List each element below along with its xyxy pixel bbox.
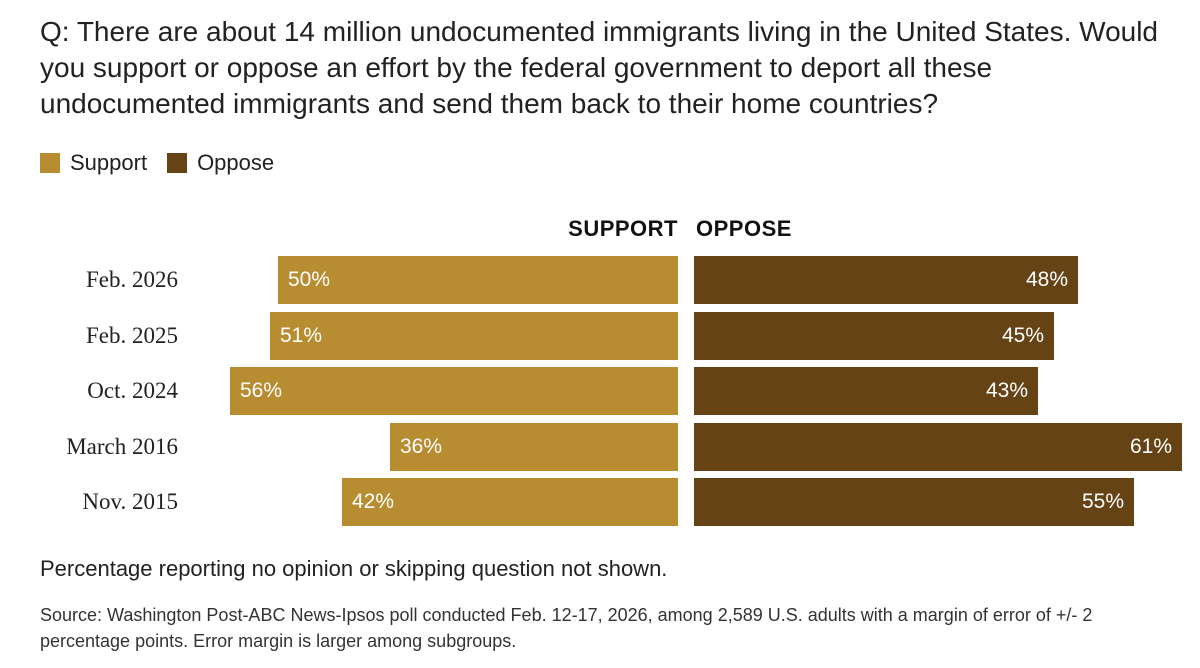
chart-source: Source: Washington Post-ABC News-Ipsos p… bbox=[40, 605, 1093, 651]
support-value-label: 36% bbox=[400, 435, 443, 458]
chart-question: Q: There are about 14 million undocument… bbox=[40, 16, 1159, 119]
oppose-bar: 43% bbox=[694, 367, 1038, 415]
support-bar: 42% bbox=[342, 478, 678, 526]
support-value-label: 42% bbox=[352, 490, 395, 513]
row-label: Feb. 2026 bbox=[86, 267, 178, 292]
support-value-label: 56% bbox=[240, 379, 283, 402]
legend-item-support: Support bbox=[40, 150, 147, 176]
oppose-bar: 61% bbox=[694, 423, 1182, 471]
legend-item-oppose: Oppose bbox=[167, 150, 274, 176]
legend-swatch-oppose bbox=[167, 153, 188, 173]
support-bar: 36% bbox=[390, 423, 678, 471]
oppose-value-label: 48% bbox=[1025, 268, 1068, 291]
row-label: Feb. 2025 bbox=[86, 323, 178, 348]
legend-swatch-support bbox=[40, 153, 60, 173]
oppose-value-label: 43% bbox=[985, 379, 1028, 402]
legend: Support Oppose bbox=[40, 150, 294, 176]
legend-label-support: Support bbox=[70, 150, 148, 175]
row-label: Oct. 2024 bbox=[87, 378, 178, 403]
oppose-bar: 45% bbox=[694, 312, 1054, 360]
column-header-oppose: OPPOSE bbox=[696, 216, 792, 241]
support-value-label: 51% bbox=[280, 324, 323, 347]
oppose-bar: 55% bbox=[694, 478, 1134, 526]
oppose-value-label: 61% bbox=[1129, 435, 1172, 458]
oppose-bar: 48% bbox=[694, 256, 1078, 304]
support-value-label: 50% bbox=[288, 268, 331, 291]
support-bar: 56% bbox=[230, 367, 678, 415]
support-bar: 51% bbox=[270, 312, 678, 360]
chart-note: Percentage reporting no opinion or skipp… bbox=[40, 556, 668, 581]
row-label: Nov. 2015 bbox=[82, 489, 178, 514]
column-header-support: SUPPORT bbox=[568, 216, 678, 241]
oppose-value-label: 45% bbox=[1001, 324, 1044, 347]
row-label: March 2016 bbox=[66, 434, 178, 459]
legend-label-oppose: Oppose bbox=[197, 150, 275, 175]
oppose-value-label: 55% bbox=[1081, 490, 1124, 513]
support-bar: 50% bbox=[278, 256, 678, 304]
